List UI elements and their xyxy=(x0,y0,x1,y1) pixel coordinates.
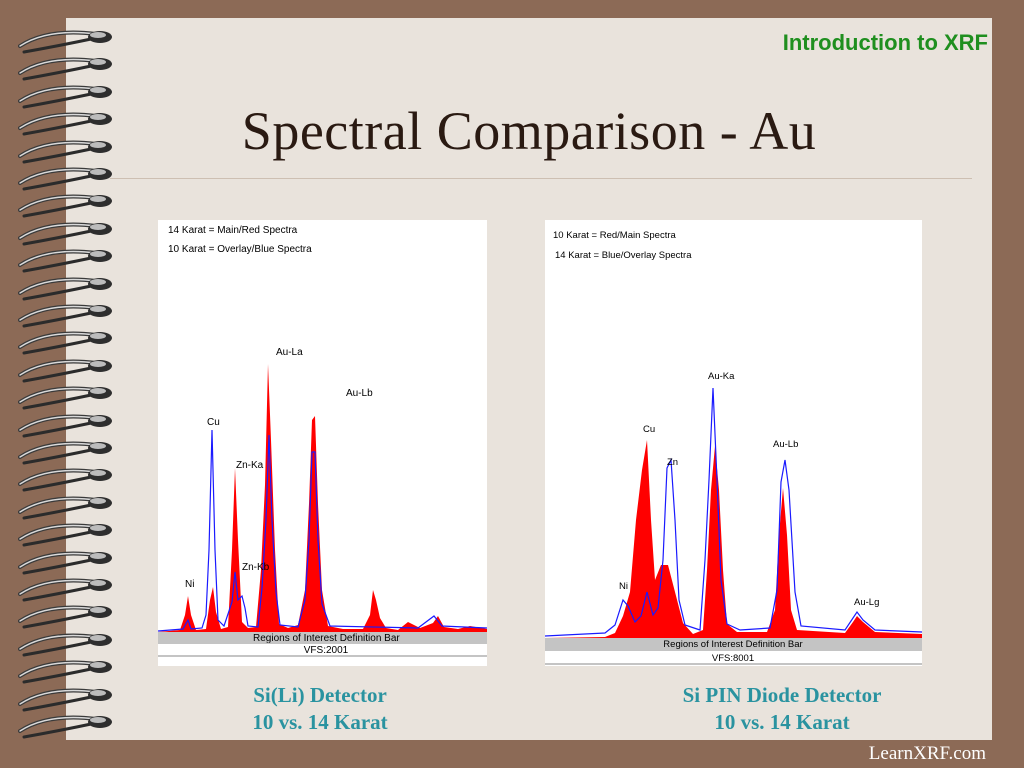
left-spectrum-chart: 14 Karat = Main/Red Spectra 10 Karat = O… xyxy=(158,225,487,657)
binding-ring xyxy=(18,57,112,81)
right-legend-overlay: 14 Karat = Blue/Overlay Spectra xyxy=(555,250,692,261)
right-label-ni: Ni xyxy=(619,581,628,592)
left-roi-label: Regions of Interest Definition Bar xyxy=(253,633,400,644)
right-main-spectrum xyxy=(545,440,922,638)
right-label-au-ka: Au-Ka xyxy=(708,371,735,382)
binding-ring xyxy=(18,167,112,191)
binding-ring xyxy=(18,551,112,575)
left-label-zn-kb: Zn-Kb xyxy=(242,562,270,573)
binding-ring xyxy=(18,194,112,218)
binding-ring xyxy=(18,633,112,657)
spiral-binding xyxy=(0,0,135,768)
binding-ring xyxy=(18,414,112,438)
binding-ring xyxy=(18,441,112,465)
binding-ring xyxy=(18,85,112,109)
right-caption-detector: Si PIN Diode Detector xyxy=(682,683,882,707)
left-legend-overlay: 10 Karat = Overlay/Blue Spectra xyxy=(168,244,312,255)
footer-site: LearnXRF.com xyxy=(868,743,986,764)
binding-ring xyxy=(18,523,112,547)
right-spectrum-chart: 10 Karat = Red/Main Spectra 14 Karat = B… xyxy=(545,230,922,665)
right-roi-bar xyxy=(545,638,922,649)
right-label-au-lg: Au-Lg xyxy=(854,597,879,608)
binding-ring xyxy=(18,331,112,355)
right-caption-karat: 10 vs. 14 Karat xyxy=(714,710,850,734)
left-caption-detector: Si(Li) Detector xyxy=(253,683,387,707)
course-tag: Introduction to XRF xyxy=(782,30,988,55)
left-vfs-label: VFS:2001 xyxy=(304,645,349,656)
left-caption: Si(Li) Detector 10 vs. 14 Karat xyxy=(200,682,440,736)
binding-ring xyxy=(18,249,112,273)
right-legend-main: 10 Karat = Red/Main Spectra xyxy=(553,230,676,241)
title-divider xyxy=(110,178,972,179)
left-label-au-lb: Au-Lb xyxy=(346,388,373,399)
left-legend-main: 14 Karat = Main/Red Spectra xyxy=(168,225,298,236)
binding-ring xyxy=(18,386,112,410)
slide-title: Spectral Comparison - Au xyxy=(241,101,817,161)
left-overlay-spectrum xyxy=(158,429,487,632)
left-spectrum-panel: 14 Karat = Main/Red Spectra 10 Karat = O… xyxy=(158,220,487,666)
binding-ring xyxy=(18,688,112,712)
right-vfs-label: VFS:8001 xyxy=(712,653,754,664)
left-label-cu: Cu xyxy=(207,417,220,428)
binding-ring xyxy=(18,468,112,492)
right-label-au-lb: Au-Lb xyxy=(773,439,798,450)
binding-ring xyxy=(18,578,112,602)
binding-ring xyxy=(18,30,112,54)
binding-ring xyxy=(18,140,112,164)
binding-ring xyxy=(18,605,112,629)
right-roi-label: Regions of Interest Definition Bar xyxy=(663,639,802,650)
binding-ring xyxy=(18,660,112,684)
right-caption: Si PIN Diode Detector 10 vs. 14 Karat xyxy=(630,682,934,736)
binding-ring xyxy=(18,304,112,328)
binding-ring xyxy=(18,715,112,739)
binding-ring xyxy=(18,359,112,383)
left-label-zn-ka: Zn-Ka xyxy=(236,460,264,471)
right-label-zn: Zn xyxy=(667,457,678,468)
left-label-au-la: Au-La xyxy=(276,347,303,358)
binding-ring xyxy=(18,222,112,246)
binding-ring xyxy=(18,112,112,136)
right-overlay-spectrum xyxy=(545,387,922,637)
right-spectrum-panel: 10 Karat = Red/Main Spectra 14 Karat = B… xyxy=(545,220,922,666)
left-label-ni: Ni xyxy=(185,579,194,590)
left-roi-bar xyxy=(158,632,487,642)
binding-ring xyxy=(18,277,112,301)
binding-ring xyxy=(18,496,112,520)
right-label-cu: Cu xyxy=(643,424,655,435)
left-caption-karat: 10 vs. 14 Karat xyxy=(252,710,388,734)
